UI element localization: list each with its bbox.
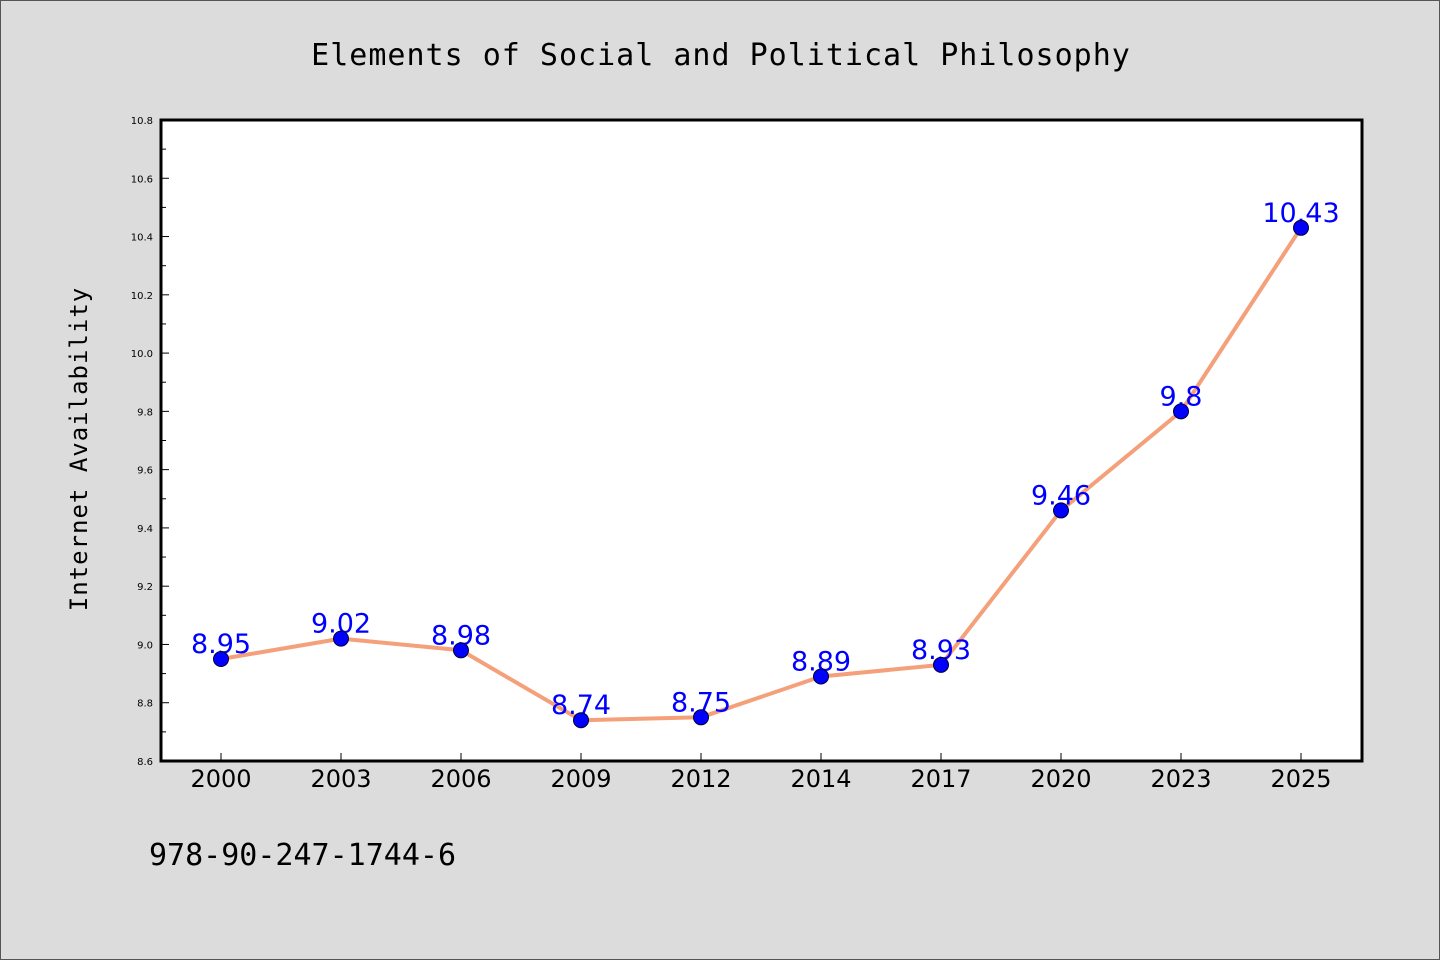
- data-point: [933, 656, 949, 673]
- x-tick-label: 2014: [790, 765, 851, 793]
- x-tick-label: 2006: [430, 765, 491, 793]
- y-tick-label: 10.2: [131, 291, 153, 302]
- plot-area: [159, 118, 1364, 763]
- y-tick-label: 9.8: [137, 407, 153, 418]
- data-point: [1173, 403, 1189, 420]
- series-line-group: [219, 225, 1303, 723]
- y-tick-label: 10.8: [131, 116, 153, 127]
- x-tick-label: 2017: [910, 765, 971, 793]
- y-tick-label: 9.6: [137, 466, 153, 477]
- x-tick-label: 2020: [1030, 765, 1091, 793]
- y-tick-label: 9.4: [137, 524, 153, 535]
- y-tick-label: 10.4: [131, 233, 153, 244]
- data-point: [333, 630, 349, 647]
- x-tick-label: 2000: [190, 765, 251, 793]
- data-point: [813, 668, 829, 685]
- data-point: [573, 712, 589, 729]
- y-tick-label: 10.6: [131, 174, 153, 185]
- data-point: [1053, 502, 1069, 519]
- data-labels-group: 8.959.02 8.988.74 8.758.89 8.939.469.810.43: [191, 198, 1340, 721]
- y-tick-label: 9.2: [137, 582, 153, 593]
- y-axis-label: Internet Availability: [65, 287, 93, 611]
- data-point: [693, 709, 709, 726]
- y-tick-label: 8.6: [137, 757, 153, 768]
- x-tick-label: 2025: [1270, 765, 1331, 793]
- chart-title: Elements of Social and Political Philoso…: [311, 38, 1131, 73]
- data-point: [213, 651, 229, 668]
- x-tick-label: 2003: [310, 765, 371, 793]
- y-tick-label: 10.0: [131, 349, 153, 360]
- y-axis: 8.6 8.8 9.0 9.2 9.4 9.6 9.8 10.0 10.2 10.4 10.6 10.…: [131, 116, 169, 768]
- series-points-group: [213, 219, 1309, 729]
- x-tick-label: 2009: [550, 765, 611, 793]
- x-axis: 2000 2003 2006 2009 2012 2014 2017 2020 2023 2025: [190, 753, 1332, 793]
- isbn-text: 978-90-247-1744-6: [149, 838, 456, 873]
- y-tick-label: 9.0: [137, 640, 153, 651]
- x-tick-label: 2023: [1150, 765, 1211, 793]
- x-tick-label: 2012: [670, 765, 731, 793]
- data-point: [1293, 219, 1309, 236]
- series-line: [219, 225, 1303, 723]
- y-tick-label: 8.8: [137, 699, 153, 710]
- data-point: [453, 642, 469, 659]
